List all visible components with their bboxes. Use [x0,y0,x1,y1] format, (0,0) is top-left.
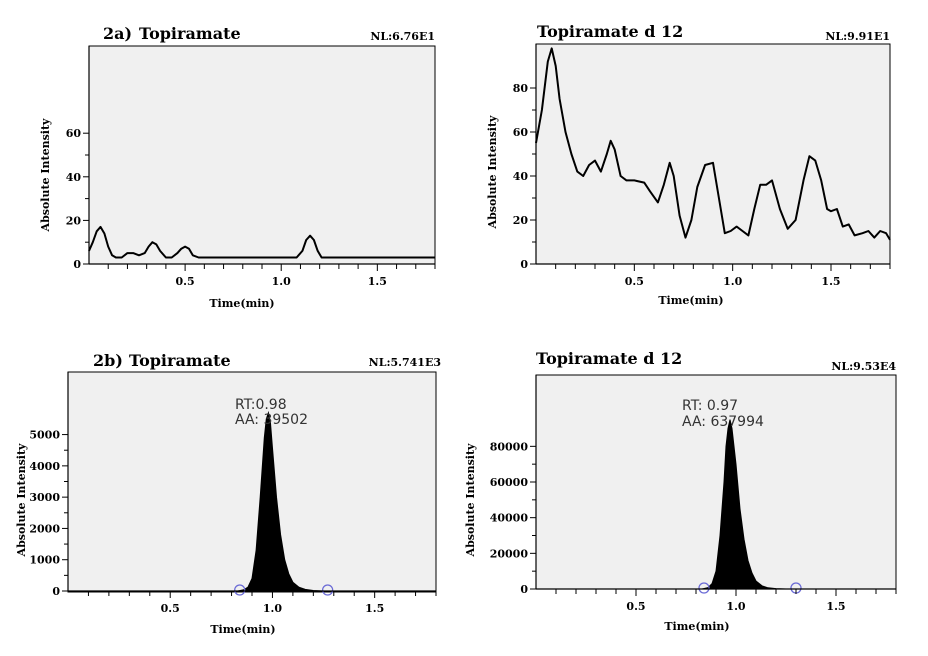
y-axis-label: Absolute Intensity [39,118,52,233]
y-tick-label: 80000 [490,440,529,453]
y-tick-label: 80 [513,82,529,95]
y-tick-label: 2000 [29,522,60,535]
nl-label: NL:9.91E1 [825,30,890,43]
panel-2b-topiramate-d12: 0 20000 40000 60000 80000 0.5 1.0 1.5 Topirama… [464,349,897,633]
x-tick-label: 0.5 [176,275,195,288]
panel-label: 2a) [103,24,132,43]
y-tick-label: 0 [520,258,528,271]
nl-label: NL:6.76E1 [370,30,435,43]
y-axis-label: Absolute Intensity [486,115,499,230]
plot-area [88,45,436,265]
y-tick-label: 60 [66,127,82,140]
x-axis-label: Time(min) [209,297,274,310]
peak-area [237,410,328,592]
peak-area [701,419,796,590]
panel-title: Topiramate d 12 [537,22,683,41]
integration-marker [698,582,710,594]
x-tick-label: 0.5 [161,602,180,615]
panel-title: Topiramate [139,24,241,43]
nl-label: NL:5.741E3 [369,356,441,369]
y-axis-label: Absolute Intensity [15,443,28,558]
aa-annotation: AA: 637994 [682,414,764,430]
x-tick-label: 0.5 [625,275,644,288]
y-tick-label: 5000 [29,429,60,442]
y-axis-label: Absolute Intensity [464,443,477,558]
y-tick-label: 4000 [29,460,60,473]
y-tick-label: 40 [513,170,529,183]
y-tick-label: 60 [513,126,529,139]
integration-marker [234,584,246,596]
y-tick-label: 1000 [29,554,60,567]
panel-2a-topiramate: 0 20 40 60 0.5 1.0 1.5 2a) Topiramate NL:6.76… [39,24,436,310]
x-tick-label: 1.5 [821,275,840,288]
nl-label: NL:9.53E4 [831,360,896,373]
panel-label: 2b) [93,351,123,370]
x-axis-label: Time(min) [210,623,275,636]
aa-annotation: AA: 39502 [235,412,308,428]
panel-2a-topiramate-d12: 0 20 40 60 80 0.5 1.0 1.5 Topiramate d 12 NL:9… [486,22,891,307]
plot-area [67,371,437,593]
plot-area [535,374,897,590]
y-tick-label: 20000 [490,547,529,560]
panel-title: Topiramate d 12 [536,349,682,368]
y-tick-label: 20 [513,214,529,227]
y-tick-label: 0 [73,258,81,271]
panel-title: Topiramate [129,351,231,370]
y-tick-label: 0 [52,585,60,598]
y-tick-label: 3000 [29,491,60,504]
integration-marker [321,584,334,596]
x-axis-label: Time(min) [658,294,723,307]
plot-area [535,43,891,265]
x-tick-label: 1.5 [365,602,384,615]
y-tick-label: 40 [66,171,82,184]
x-tick-label: 1.0 [263,602,282,615]
x-tick-label: 1.5 [368,275,387,288]
x-tick-label: 1.0 [272,275,291,288]
rt-annotation: RT: 0.97 [682,398,738,414]
x-tick-label: 1.0 [723,275,742,288]
x-tick-label: 1.0 [726,600,745,613]
y-tick-label: 0 [520,583,528,596]
x-tick-label: 0.5 [626,600,645,613]
y-tick-label: 40000 [490,512,529,525]
series-line [535,47,891,241]
rt-annotation: RT:0.98 [235,397,287,413]
y-tick-label: 60000 [490,476,529,489]
panel-2b-topiramate: 0 1000 2000 3000 4000 5000 0.5 1.0 1.5 2b) Topi… [15,351,441,636]
series-line [88,225,435,259]
y-tick-label: 20 [66,214,82,227]
x-tick-label: 1.5 [826,600,845,613]
x-axis-label: Time(min) [664,620,729,633]
